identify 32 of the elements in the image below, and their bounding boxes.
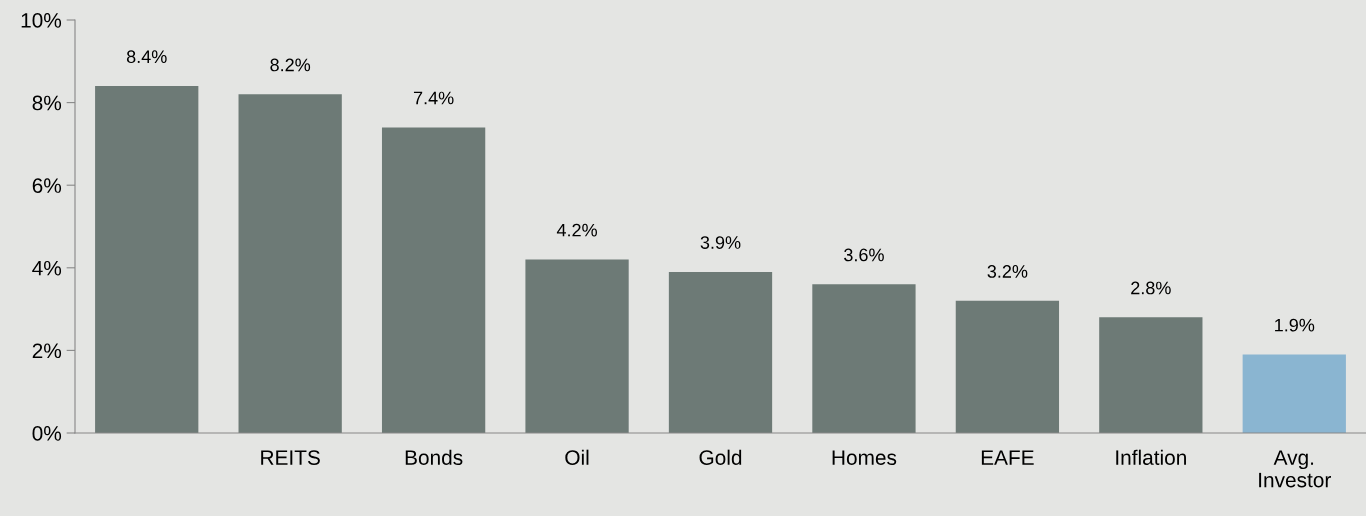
- bar: [812, 284, 916, 433]
- bar: [955, 300, 1060, 433]
- y-tick-label: 8%: [32, 95, 62, 111]
- x-tick-label: EAFE: [981, 450, 1034, 465]
- x-tick-label: Bonds: [405, 449, 463, 465]
- data-label: 2.8%: [1131, 281, 1171, 295]
- x-tick-label: Homes: [832, 450, 897, 465]
- data-label: 1.9%: [1275, 318, 1315, 332]
- data-label: 8.2%: [270, 58, 311, 72]
- data-label: 3.9%: [700, 236, 741, 249]
- data-label: 7.4%: [413, 91, 454, 105]
- y-tick-label: 10%: [21, 13, 62, 28]
- y-tick-label: 2%: [32, 343, 62, 359]
- data-label: 8.4%: [126, 50, 167, 64]
- bar: [668, 271, 773, 433]
- bar: [381, 127, 486, 433]
- bar: [1099, 317, 1203, 433]
- bar: [95, 86, 199, 433]
- x-tick-label: Gold: [699, 449, 742, 465]
- data-label: 4.2%: [556, 223, 597, 237]
- data-label: 3.2%: [987, 265, 1028, 278]
- bar: [525, 259, 629, 433]
- data-label: 3.6%: [844, 248, 884, 262]
- x-tick-label: Avg. Investor: [1259, 450, 1331, 488]
- y-tick-label: 6%: [32, 178, 62, 193]
- x-tick-label: Inflation: [1116, 449, 1186, 465]
- x-tick-label: Oil: [565, 449, 589, 465]
- y-tick-label: 4%: [32, 260, 62, 276]
- bar: [1242, 354, 1346, 433]
- y-tick-label: 0%: [32, 426, 62, 441]
- x-tick-label: REITS: [261, 450, 320, 465]
- bar: [238, 94, 342, 433]
